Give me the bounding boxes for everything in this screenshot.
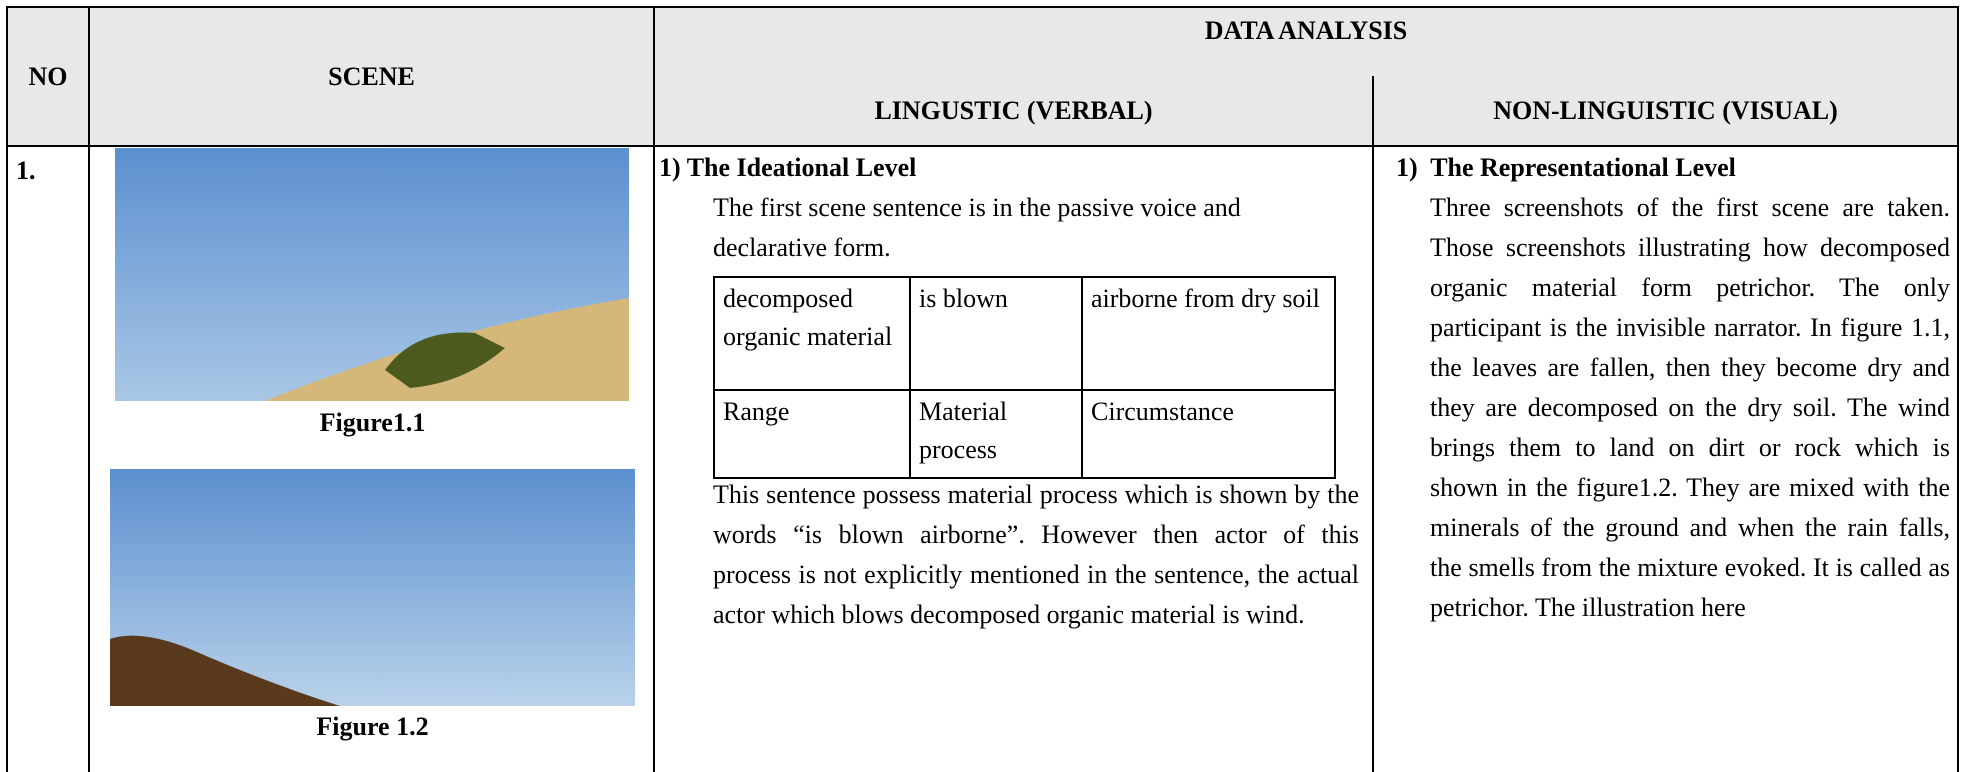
table-cell: Circumstance [1081, 389, 1336, 479]
table-cell: decomposed organic material [713, 276, 911, 391]
header-linguistic: LINGUSTIC (VERBAL) [653, 76, 1372, 147]
figure-caption: Figure 1.2 [316, 712, 429, 741]
header-no: NO [6, 6, 88, 147]
visual-paragraph: Three screenshots of the first scene are… [1430, 193, 1950, 622]
row-number: 1. [16, 156, 36, 185]
section-heading: 1) The Ideational Level [659, 153, 917, 182]
intro-text: The first scene sentence is in the passi… [713, 193, 1241, 262]
figure-image [115, 148, 629, 401]
cell-scene: Figure1.1 Figure 1.2 [88, 145, 653, 772]
cell-nonlinguistic: 1) The Representational Level Three scre… [1372, 145, 1959, 772]
header-scene: SCENE [88, 6, 653, 147]
table-cell: airborne from dry soil [1081, 276, 1336, 391]
table-cell: Range [713, 389, 911, 479]
cell-no: 1. [6, 145, 88, 772]
section-heading: 1) The Representational Level [1396, 153, 1736, 182]
figure-caption: Figure1.1 [319, 408, 426, 437]
figure-image [110, 469, 635, 706]
analysis-table: decomposed organic material is blown air… [713, 276, 1336, 479]
header-analysis: DATA ANALYSIS [653, 6, 1959, 78]
cell-linguistic: 1) The Ideational Level The first scene … [653, 145, 1372, 772]
table-cell: is blown [909, 276, 1083, 391]
table-cell: Material process [909, 389, 1083, 479]
header-nonlinguistic: NON-LINGUISTIC (VISUAL) [1372, 76, 1959, 147]
analysis-paragraph: This sentence possess material process w… [713, 480, 1359, 629]
